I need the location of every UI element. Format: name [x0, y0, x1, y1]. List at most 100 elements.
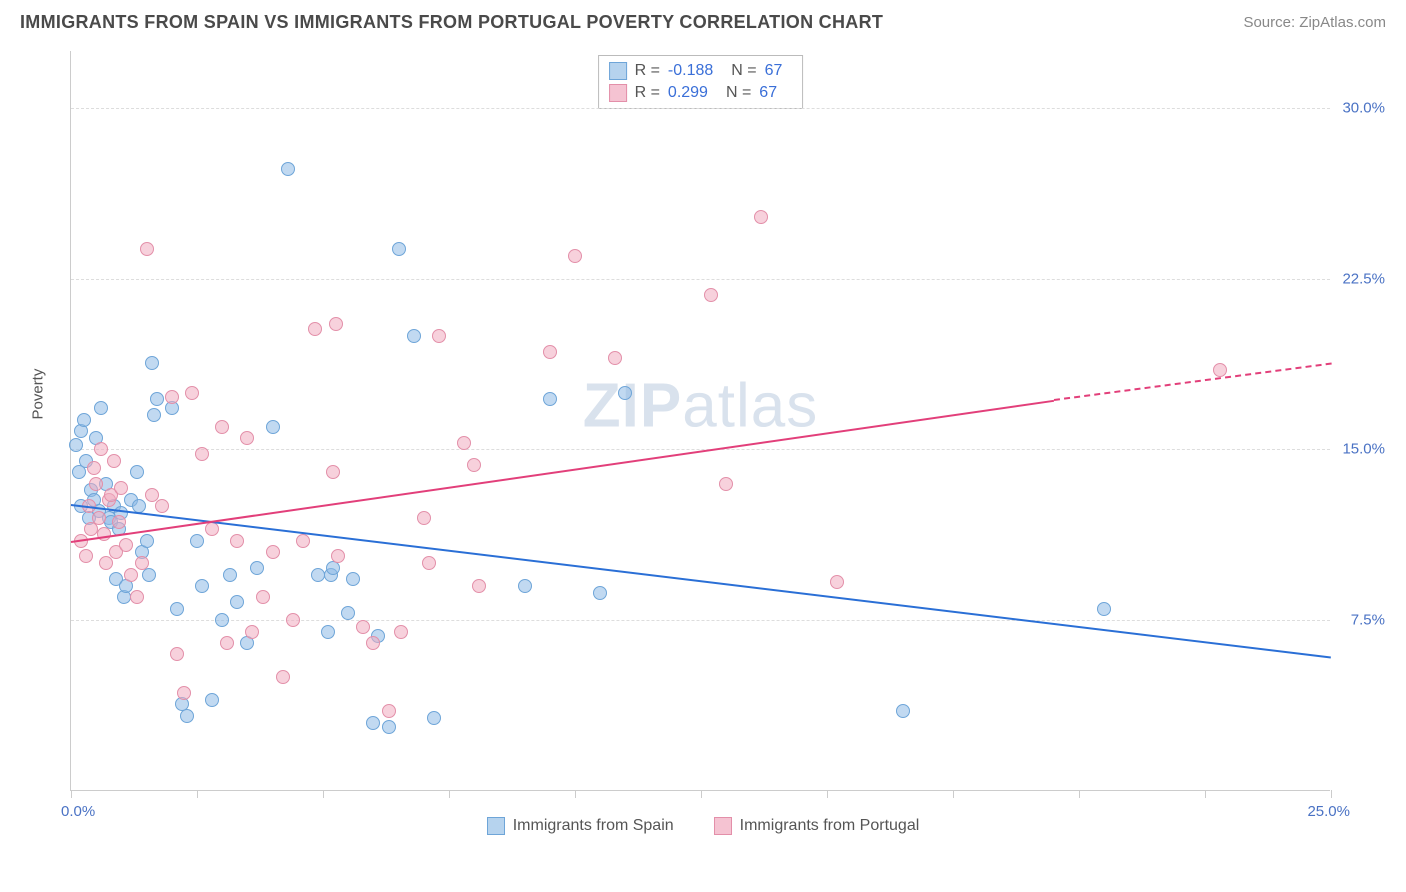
y-tick-label: 7.5% — [1351, 612, 1385, 629]
scatter-point-portugal — [266, 545, 280, 559]
scatter-point-portugal — [704, 288, 718, 302]
legend-label-portugal: Immigrants from Portugal — [740, 817, 920, 835]
scatter-point-spain — [250, 561, 264, 575]
stat-r-portugal: 0.299 — [668, 84, 708, 102]
scatter-point-portugal — [124, 568, 138, 582]
x-tick — [827, 790, 828, 798]
x-tick — [449, 790, 450, 798]
scatter-point-spain — [69, 438, 83, 452]
legend-swatch-spain-icon — [487, 817, 505, 835]
scatter-point-spain — [1097, 602, 1111, 616]
scatter-point-portugal — [87, 461, 101, 475]
scatter-point-portugal — [417, 511, 431, 525]
scatter-point-spain — [266, 420, 280, 434]
scatter-point-portugal — [92, 511, 106, 525]
scatter-point-portugal — [432, 329, 446, 343]
scatter-point-portugal — [107, 454, 121, 468]
scatter-point-portugal — [394, 625, 408, 639]
x-tick — [1205, 790, 1206, 798]
swatch-spain-icon — [609, 62, 627, 80]
scatter-point-spain — [382, 720, 396, 734]
stat-r-label: R = — [635, 84, 660, 102]
scatter-point-portugal — [329, 317, 343, 331]
scatter-point-spain — [77, 413, 91, 427]
x-tick — [197, 790, 198, 798]
y-tick-label: 22.5% — [1342, 270, 1385, 287]
x-tick — [323, 790, 324, 798]
stat-n-label: N = — [726, 84, 751, 102]
gridline-h — [71, 620, 1330, 621]
x-tick — [1079, 790, 1080, 798]
scatter-point-spain — [896, 704, 910, 718]
gridline-h — [71, 108, 1330, 109]
scatter-point-portugal — [543, 345, 557, 359]
scatter-point-spain — [341, 606, 355, 620]
scatter-point-spain — [140, 534, 154, 548]
scatter-point-portugal — [719, 477, 733, 491]
scatter-point-portugal — [276, 670, 290, 684]
scatter-point-portugal — [195, 447, 209, 461]
scatter-point-portugal — [382, 704, 396, 718]
x-label-max: 25.0% — [1307, 803, 1350, 820]
gridline-h — [71, 279, 1330, 280]
trendline — [71, 504, 1331, 659]
scatter-point-spain — [427, 711, 441, 725]
scatter-point-portugal — [185, 386, 199, 400]
x-tick — [1331, 790, 1332, 798]
stats-row-portugal: R = 0.299 N = 67 — [609, 82, 793, 104]
scatter-point-spain — [593, 586, 607, 600]
x-tick — [71, 790, 72, 798]
scatter-point-spain — [205, 693, 219, 707]
plot-area: ZIPatlas R = -0.188 N = 67 R = 0.299 N =… — [70, 51, 1330, 791]
scatter-point-spain — [195, 579, 209, 593]
scatter-point-spain — [223, 568, 237, 582]
scatter-point-portugal — [130, 590, 144, 604]
scatter-point-spain — [518, 579, 532, 593]
y-axis-title: Poverty — [30, 369, 47, 420]
scatter-point-portugal — [356, 620, 370, 634]
scatter-point-portugal — [308, 322, 322, 336]
stat-n-spain: 67 — [765, 62, 783, 80]
scatter-point-portugal — [215, 420, 229, 434]
bottom-legend: Immigrants from Spain Immigrants from Po… — [353, 817, 1053, 835]
legend-item-portugal: Immigrants from Portugal — [714, 817, 920, 835]
scatter-point-portugal — [89, 477, 103, 491]
scatter-point-portugal — [135, 556, 149, 570]
scatter-point-portugal — [119, 538, 133, 552]
scatter-point-spain — [281, 162, 295, 176]
stat-n-label: N = — [731, 62, 756, 80]
scatter-point-spain — [407, 329, 421, 343]
scatter-point-spain — [130, 465, 144, 479]
legend-label-spain: Immigrants from Spain — [513, 817, 674, 835]
scatter-point-portugal — [366, 636, 380, 650]
chart-container: Poverty ZIPatlas R = -0.188 N = 67 R = 0… — [20, 41, 1386, 841]
scatter-point-portugal — [140, 242, 154, 256]
scatter-point-spain — [230, 595, 244, 609]
scatter-point-portugal — [240, 431, 254, 445]
scatter-point-spain — [150, 392, 164, 406]
x-tick — [701, 790, 702, 798]
scatter-point-portugal — [94, 442, 108, 456]
scatter-point-portugal — [170, 647, 184, 661]
x-tick — [575, 790, 576, 798]
scatter-point-portugal — [112, 515, 126, 529]
watermark-rest: atlas — [682, 371, 818, 440]
scatter-point-spain — [543, 392, 557, 406]
scatter-point-spain — [142, 568, 156, 582]
scatter-point-spain — [145, 356, 159, 370]
x-tick — [953, 790, 954, 798]
scatter-point-portugal — [326, 465, 340, 479]
stat-n-portugal: 67 — [759, 84, 777, 102]
scatter-point-portugal — [830, 575, 844, 589]
scatter-point-portugal — [155, 499, 169, 513]
stats-row-spain: R = -0.188 N = 67 — [609, 60, 793, 82]
scatter-point-portugal — [79, 549, 93, 563]
scatter-point-portugal — [568, 249, 582, 263]
stat-r-label: R = — [635, 62, 660, 80]
chart-title: IMMIGRANTS FROM SPAIN VS IMMIGRANTS FROM… — [20, 12, 883, 33]
scatter-point-portugal — [230, 534, 244, 548]
scatter-point-portugal — [331, 549, 345, 563]
scatter-point-portugal — [220, 636, 234, 650]
scatter-point-portugal — [99, 556, 113, 570]
swatch-portugal-icon — [609, 84, 627, 102]
